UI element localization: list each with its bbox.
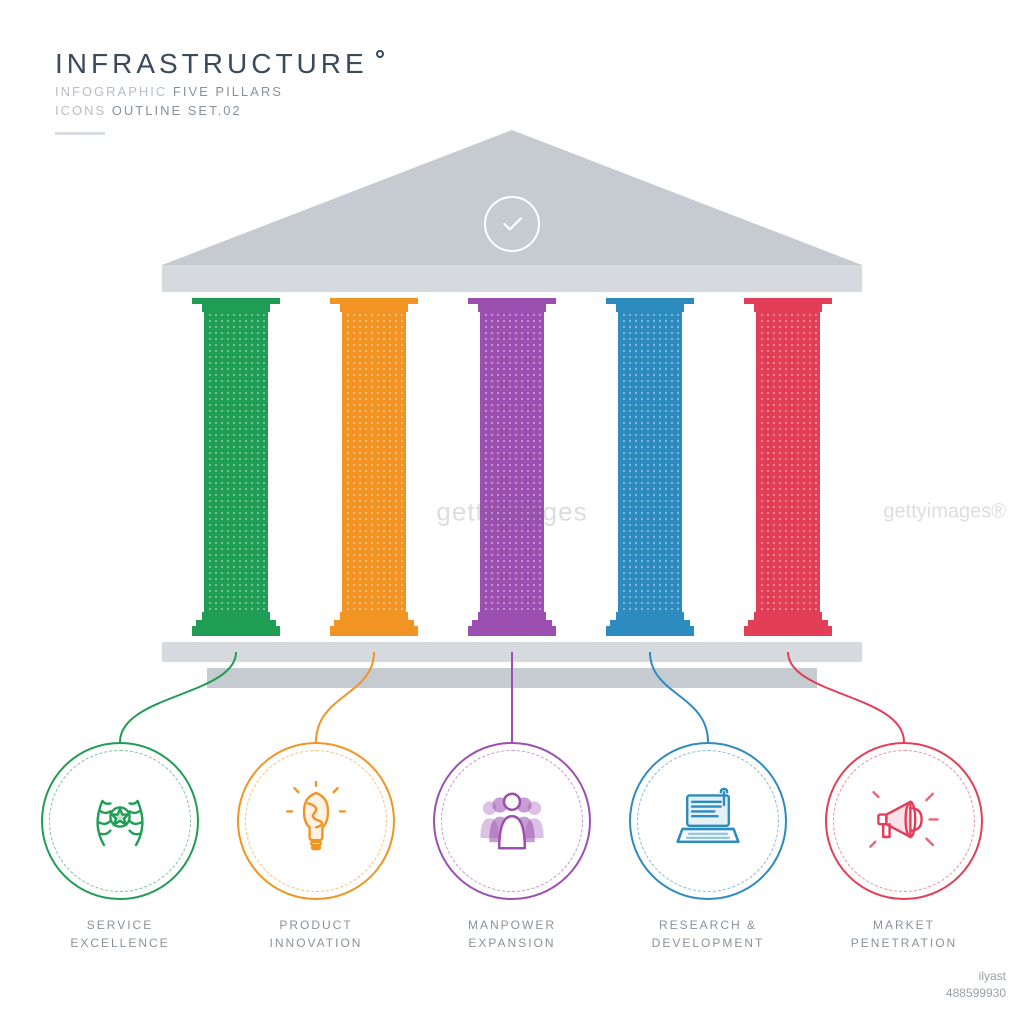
pillar-manpower-expansion (468, 298, 556, 636)
subtitle-2b: OUTLINE SET.02 (112, 103, 242, 118)
circle-label-market-penetration: MARKETPENETRATION (825, 916, 983, 952)
circle-item-market-penetration: MARKETPENETRATION (825, 742, 983, 952)
subtitle-line-2: ICONS OUTLINE SET.02 (55, 103, 384, 118)
watermark-logo: gettyimages® (883, 501, 1006, 524)
page-title: INFRASTRUCTURE (55, 48, 384, 80)
subtitle-2a: ICONS (55, 103, 112, 118)
pillars-row (192, 298, 832, 636)
credit-name: ilyast (946, 968, 1006, 985)
circle-label-manpower-expansion: MANPOWEREXPANSION (433, 916, 591, 952)
pillar-market-penetration (744, 298, 832, 636)
circle-item-product-innovation: PRODUCTINNOVATION (237, 742, 395, 952)
subtitle-1a: INFOGRAPHIC (55, 84, 173, 99)
pillar-research-development (606, 298, 694, 636)
header-block: INFRASTRUCTURE INFOGRAPHIC FIVE PILLARS … (55, 48, 384, 135)
circle-item-service-excellence: SERVICEEXCELLENCE (41, 742, 199, 952)
check-icon (484, 196, 540, 252)
foundation-upper (162, 642, 862, 662)
pillar-product-innovation (330, 298, 418, 636)
credit-block: ilyast 488599930 (946, 968, 1006, 1002)
title-text: INFRASTRUCTURE (55, 48, 368, 79)
laurel-icon (41, 742, 199, 900)
circle-item-manpower-expansion: MANPOWEREXPANSION (433, 742, 591, 952)
circle-item-research-development: RESEARCH &DEVELOPMENT (629, 742, 787, 952)
building (162, 130, 862, 688)
pediment (162, 130, 862, 292)
header-underline (55, 132, 105, 135)
foundation-lower (207, 668, 817, 688)
people-icon (433, 742, 591, 900)
circle-label-service-excellence: SERVICEEXCELLENCE (41, 916, 199, 952)
pillar-service-excellence (192, 298, 280, 636)
bulb-icon (237, 742, 395, 900)
credit-id: 488599930 (946, 985, 1006, 1002)
circle-row: SERVICEEXCELLENCE PRODUCTINNOVATION MANP… (0, 742, 1024, 952)
circle-label-research-development: RESEARCH &DEVELOPMENT (629, 916, 787, 952)
laptop-icon (629, 742, 787, 900)
subtitle-line-1: INFOGRAPHIC FIVE PILLARS (55, 84, 384, 99)
circle-label-product-innovation: PRODUCTINNOVATION (237, 916, 395, 952)
title-degree-dot (376, 50, 384, 58)
subtitle-1b: FIVE PILLARS (173, 84, 283, 99)
megaphone-icon (825, 742, 983, 900)
